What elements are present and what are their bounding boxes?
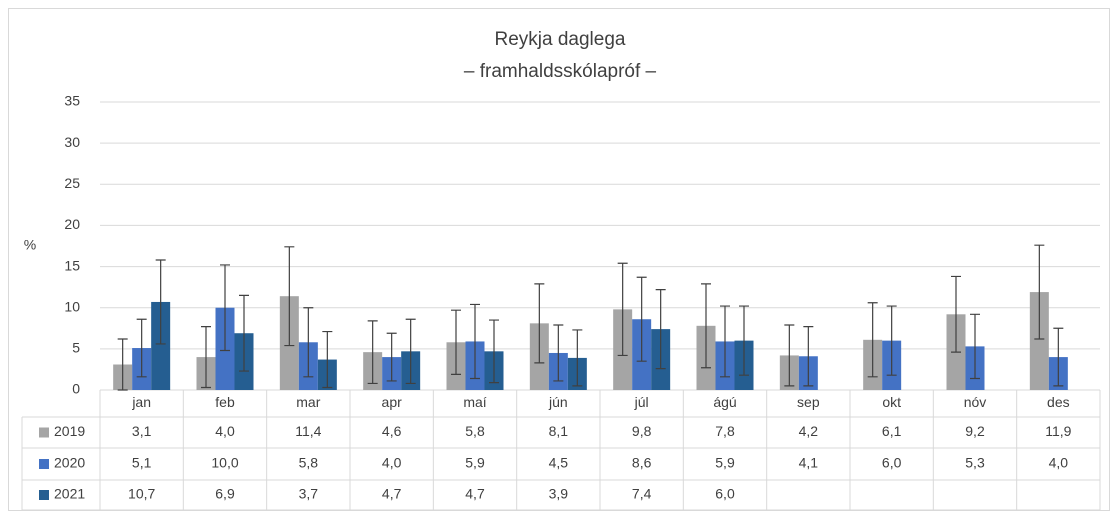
y-tick-label: 0 <box>72 381 80 397</box>
error-bar <box>867 302 878 378</box>
table-cell: 8,6 <box>632 455 652 471</box>
error-bar <box>572 329 583 387</box>
table-cell: 10,0 <box>211 455 238 471</box>
legend-key <box>39 427 49 438</box>
error-bar <box>636 276 647 362</box>
table-cell: 6,0 <box>715 486 735 502</box>
error-bar <box>367 320 378 385</box>
x-tick-label: nóv <box>964 394 987 410</box>
y-tick-label: 5 <box>72 340 80 356</box>
x-tick-label: ágú <box>713 394 736 410</box>
error-bar <box>803 326 814 387</box>
error-bar <box>155 259 166 345</box>
table-cell: 5,1 <box>132 455 152 471</box>
chart-title: Reykja daglega <box>495 29 626 50</box>
table-cell: 5,8 <box>465 423 485 439</box>
error-bar <box>470 303 480 380</box>
y-tick-label: 25 <box>64 175 80 191</box>
table-cell: 4,0 <box>215 423 235 439</box>
table-cell: 5,8 <box>299 455 319 471</box>
error-bar <box>784 324 795 387</box>
error-bar <box>1034 244 1045 340</box>
table-cell: 4,0 <box>1049 455 1069 471</box>
x-tick-label: sep <box>797 394 820 410</box>
table-cell: 3,1 <box>132 423 152 439</box>
chart-subtitle: – framhaldsskólapróf – <box>464 61 657 82</box>
table-cell: 3,9 <box>549 486 569 502</box>
table-cell: 6,1 <box>882 423 902 439</box>
table-cell: 5,3 <box>965 455 985 471</box>
error-bar <box>534 283 545 364</box>
error-bar <box>720 305 730 378</box>
error-bar <box>1053 327 1064 387</box>
y-tick-label: 10 <box>64 298 80 314</box>
x-tick-label: mar <box>296 394 320 410</box>
legend-label: 2021 <box>54 486 85 502</box>
bar <box>151 301 171 390</box>
table-cell: 9,8 <box>632 423 652 439</box>
legend-label: 2020 <box>54 455 85 471</box>
error-bar <box>322 330 333 389</box>
x-tick-label: júl <box>634 394 649 410</box>
x-tick-label: okt <box>882 394 901 410</box>
legend-key <box>39 459 49 469</box>
table-cell: 4,7 <box>382 486 402 502</box>
y-tick-label: 20 <box>64 216 80 232</box>
table-cell: 4,1 <box>799 455 819 471</box>
legend-key <box>39 490 49 500</box>
error-bar <box>303 307 314 378</box>
legend-label: 2019 <box>54 423 85 439</box>
x-tick-label: jún <box>548 394 568 410</box>
table-cell: 4,2 <box>799 423 819 439</box>
x-tick-label: apr <box>382 394 403 410</box>
error-bar <box>284 246 295 347</box>
error-bar <box>553 324 564 382</box>
y-tick-label: 35 <box>64 93 80 109</box>
x-tick-label: jan <box>131 394 151 410</box>
table-cell: 6,0 <box>882 455 902 471</box>
y-axis-label: % <box>24 237 36 253</box>
table-cell: 3,7 <box>299 486 319 502</box>
error-bar <box>739 305 749 376</box>
error-bar <box>117 338 128 391</box>
table-cell: 4,0 <box>382 455 402 471</box>
error-bar <box>970 313 980 380</box>
table-cell: 7,8 <box>715 423 735 439</box>
table-cell: 8,1 <box>549 423 569 439</box>
table-cell: 5,9 <box>715 455 735 471</box>
table-cell: 9,2 <box>965 423 985 439</box>
error-bar <box>489 319 499 384</box>
x-tick-label: feb <box>215 394 235 410</box>
chart-border <box>8 8 1110 511</box>
bar <box>1029 292 1049 390</box>
error-bar <box>136 318 147 378</box>
error-bar <box>405 318 416 385</box>
x-tick-label: des <box>1047 394 1070 410</box>
table-cell: 11,9 <box>1045 423 1071 439</box>
error-bar <box>239 294 249 372</box>
y-tick-label: 30 <box>64 134 80 150</box>
error-bar <box>201 326 211 389</box>
error-bar <box>451 309 461 375</box>
table-cell: 4,7 <box>465 486 485 502</box>
error-bar <box>886 305 897 376</box>
error-bar <box>617 262 628 357</box>
table-cell: 11,4 <box>295 423 321 439</box>
error-bar <box>701 283 711 369</box>
table-cell: 4,5 <box>549 455 569 471</box>
table-cell: 10,7 <box>128 486 155 502</box>
error-bar <box>220 264 230 352</box>
error-bar <box>951 275 961 353</box>
x-tick-label: maí <box>463 394 486 410</box>
table-cell: 6,9 <box>215 486 235 502</box>
table-cell: 4,6 <box>382 423 402 439</box>
error-bar <box>386 332 397 382</box>
error-bar <box>655 289 666 370</box>
table-cell: 5,9 <box>465 455 485 471</box>
table-cell: 7,4 <box>632 486 652 502</box>
y-tick-label: 15 <box>64 257 80 273</box>
